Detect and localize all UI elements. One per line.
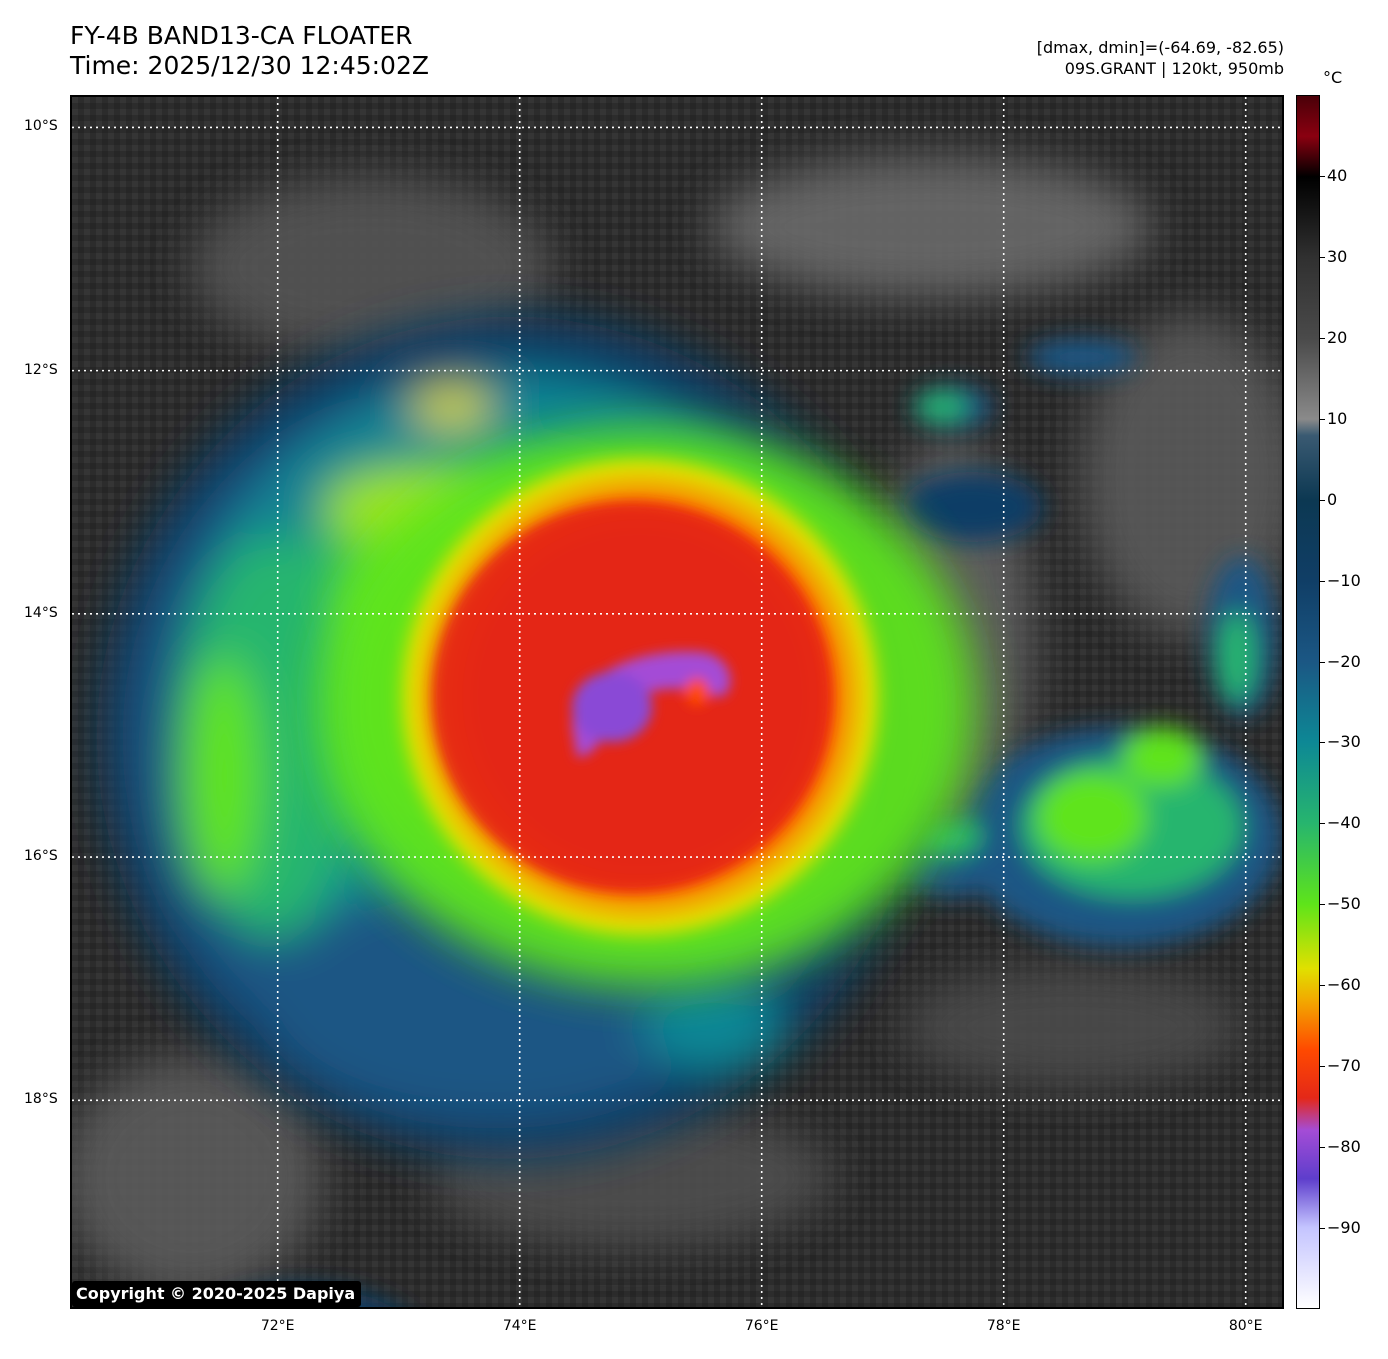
map-timestamp: Time: 2025/12/30 12:45:02Z: [70, 51, 429, 80]
colorbar-tick-label: 0: [1327, 489, 1338, 509]
lon-label: 80°E: [1228, 1318, 1263, 1334]
lon-label: 78°E: [986, 1318, 1021, 1334]
lon-label: 74°E: [502, 1318, 537, 1334]
lon-label: 72°E: [260, 1318, 295, 1334]
colorbar-tick-label: −60: [1327, 975, 1361, 995]
lat-label: 10°S: [24, 118, 58, 135]
gridlines: [72, 97, 1282, 1307]
lat-label: 12°S: [24, 361, 58, 378]
colorbar-tick-mark: [1320, 985, 1325, 987]
map-title: FY-4B BAND13-CA FLOATER: [70, 21, 413, 50]
colorbar-tick-mark: [1320, 1147, 1325, 1149]
colorbar-tick-mark: [1320, 823, 1325, 825]
colorbar-tick-label: 20: [1327, 327, 1348, 347]
colorbar-tick-label: 40: [1327, 165, 1348, 185]
colorbar-tick-label: −80: [1327, 1137, 1361, 1157]
colorbar-tick-label: −90: [1327, 1218, 1361, 1238]
colorbar-tick-label: −30: [1327, 732, 1361, 752]
lat-label: 14°S: [24, 604, 58, 621]
colorbar-tick-mark: [1320, 256, 1325, 258]
colorbar-tick-mark: [1320, 499, 1325, 501]
colorbar-tick-mark: [1320, 742, 1325, 744]
colorbar-unit: °C: [1323, 68, 1343, 87]
colorbar-tick-label: −50: [1327, 894, 1361, 914]
colorbar-tick-label: 30: [1327, 246, 1348, 266]
satellite-map[interactable]: [70, 95, 1284, 1309]
lon-label: 76°E: [744, 1318, 779, 1334]
colorbar-tick-mark: [1320, 337, 1325, 339]
colorbar-tick-label: −70: [1327, 1056, 1361, 1076]
colorbar-tick-mark: [1320, 661, 1325, 663]
colorbar-tick-mark: [1320, 904, 1325, 906]
temperature-colorbar: [1296, 95, 1320, 1309]
colorbar-tick-mark: [1320, 580, 1325, 582]
copyright-badge: Copyright © 2020-2025 Dapiya: [72, 1281, 362, 1307]
colorbar-tick-label: −10: [1327, 570, 1361, 590]
colorbar-tick-label: −20: [1327, 651, 1361, 671]
colorbar-tick-mark: [1320, 1228, 1325, 1230]
storm-info: 09S.GRANT | 120kt, 950mb: [1064, 59, 1284, 78]
colorbar-tick-label: 10: [1327, 408, 1348, 428]
colorbar-tick-mark: [1320, 175, 1325, 177]
colorbar-tick-mark: [1320, 418, 1325, 420]
colorbar-tick-label: −40: [1327, 813, 1361, 833]
lat-label: 16°S: [24, 848, 58, 865]
colorbar-tick-mark: [1320, 1066, 1325, 1068]
dmax-dmin-readout: [dmax, dmin]=(-64.69, -82.65): [1036, 38, 1284, 57]
lat-label: 18°S: [24, 1091, 58, 1108]
cloud-imagery: [72, 97, 1282, 1307]
eyewall-cold-tops: [572, 651, 731, 757]
